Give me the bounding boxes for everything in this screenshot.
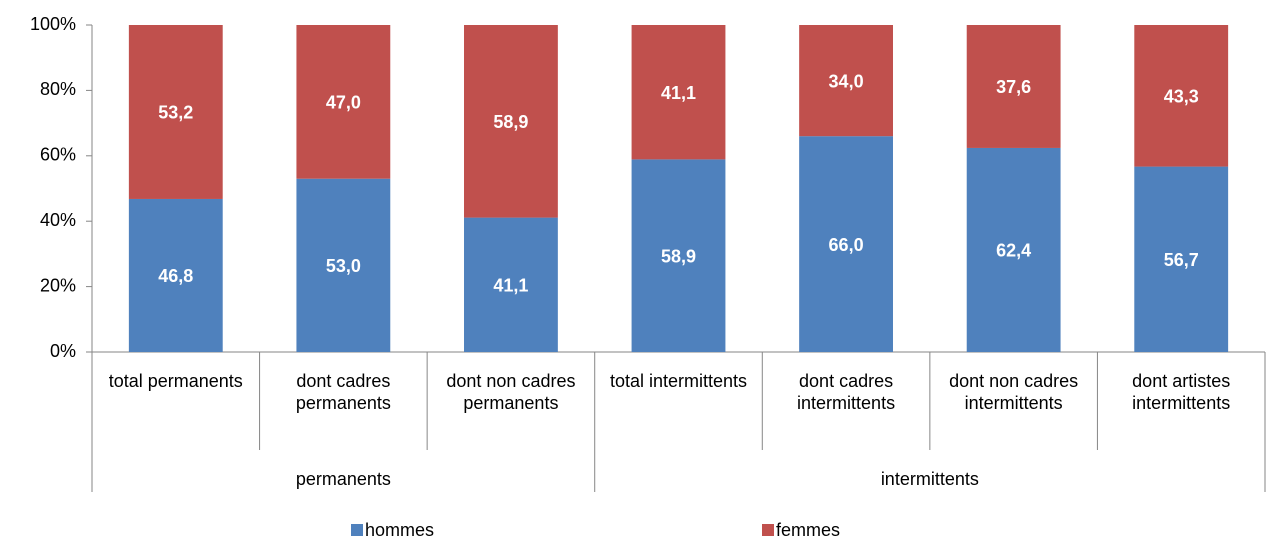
legend-swatch [351,524,363,536]
x-tick-label: dont cadres permanents [295,371,391,413]
bar-segment [1134,25,1229,167]
bar-segment [128,198,223,352]
value-label: 62,4 [996,241,1031,261]
value-label: 66,0 [829,235,864,255]
value-label: 41,1 [661,83,696,103]
y-tick-label: 40% [40,210,76,230]
x-tick-label: dont cadres intermittents [797,371,896,413]
bar-segment [464,217,558,352]
bar-segment [799,25,893,137]
bar-segment [631,25,726,160]
value-label: 58,9 [661,246,696,266]
bar-segment [966,25,1061,148]
value-label: 41,1 [493,276,528,296]
bar-segment [631,159,726,352]
x-tick-label: dont non cadres permanents [446,371,576,413]
bar-segment [464,25,558,218]
y-tick-label: 0% [50,341,76,361]
y-tick-label: 20% [40,275,76,295]
x-tick-label: dont non cadres intermittents [949,371,1079,413]
value-label: 43,3 [1164,87,1199,107]
bar-segment [296,178,391,352]
value-label: 53,0 [326,256,361,276]
x-tick-label: total permanents [108,371,243,391]
x-tick-label: total intermittents [609,371,748,391]
legend-swatch [762,524,774,536]
group-label: permanents [295,469,391,489]
value-label: 53,2 [158,103,193,123]
y-tick-label: 100% [30,14,76,34]
y-tick-label: 60% [40,145,76,165]
y-tick-label: 80% [40,79,76,99]
bar-segment [1134,166,1229,352]
bar-segment [966,147,1061,352]
bar-segment [799,136,893,352]
legend-label: hommes [365,520,434,539]
bar-segment [296,25,391,179]
value-label: 34,0 [829,71,864,91]
bar-segment [128,25,223,199]
x-tick-label: dont artistes intermittents [1132,371,1231,413]
value-label: 46,8 [158,266,193,286]
group-label: intermittents [880,469,979,489]
value-label: 56,7 [1164,250,1199,270]
value-label: 58,9 [493,112,528,132]
value-label: 37,6 [996,77,1031,97]
legend-label: femmes [776,520,840,539]
value-label: 47,0 [326,93,361,113]
